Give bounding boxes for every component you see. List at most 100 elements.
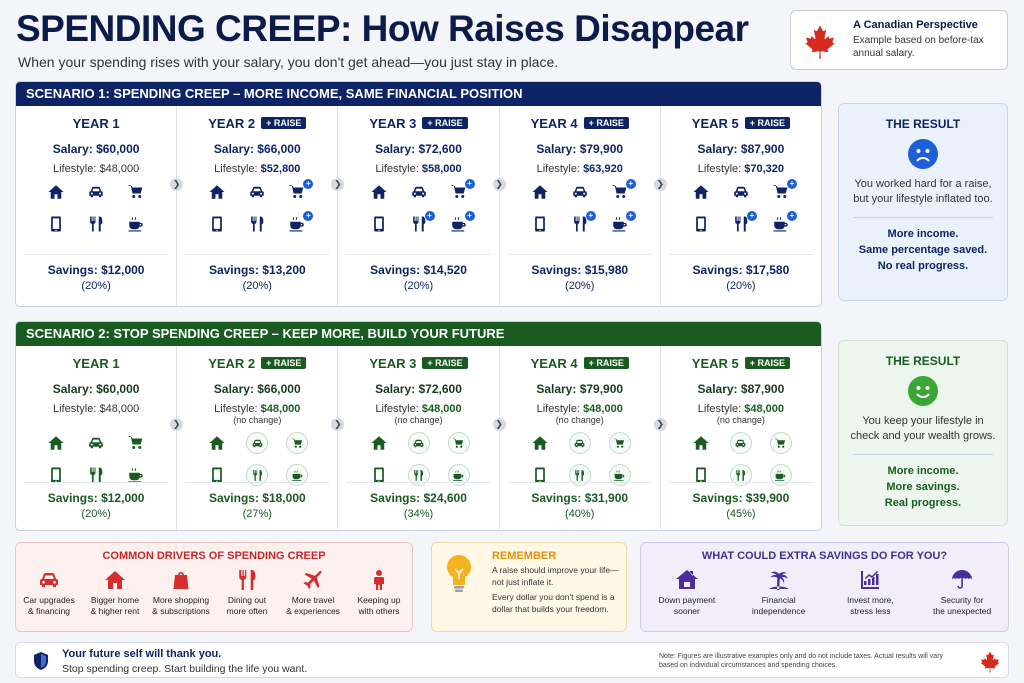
dining-icon <box>407 464 430 486</box>
raise-badge: + RAISE <box>261 117 307 129</box>
coffee-icon <box>286 464 309 486</box>
canadian-perspective-box: A Canadian Perspective Example based on … <box>790 10 1008 70</box>
coffee-icon: + <box>600 211 640 235</box>
extra-down-payment: Down payment sooner <box>647 568 727 617</box>
year-label: YEAR 3 + RAISE <box>338 356 498 372</box>
cart-icon <box>116 432 156 454</box>
year-title: YEAR 2 <box>208 116 256 131</box>
no-change-note <box>16 415 176 426</box>
dining-icon <box>568 464 591 486</box>
title-rest: How Raises Disappear <box>361 8 749 49</box>
lifestyle: Lifestyle: $48,000 <box>500 403 660 415</box>
raise-badge: + RAISE <box>261 357 307 369</box>
year-title: YEAR 4 <box>530 356 578 371</box>
year-title: YEAR 1 <box>72 116 120 131</box>
car-icon <box>76 432 116 454</box>
year-column: YEAR 1 Salary: $60,000 Lifestyle: $48,000 S… <box>16 346 178 530</box>
phone-icon <box>197 213 237 235</box>
house-icon <box>520 432 560 454</box>
no-change-note: (no change) <box>555 415 604 425</box>
extra-security: Security for the unexpected <box>922 568 1002 617</box>
house-icon <box>520 181 560 203</box>
extra-label: independence <box>751 606 806 616</box>
cart-icon: + <box>761 179 801 203</box>
year-label: YEAR 4 + RAISE <box>500 116 660 132</box>
title-main: SPENDING CREEP: <box>16 8 352 49</box>
savings-percent: (20%) <box>242 280 272 292</box>
lifestyle-icons: + + + <box>681 179 801 235</box>
savings: Savings: $14,520 <box>370 263 467 277</box>
chevron-right-icon: ❯ <box>170 178 184 191</box>
driver-label: & experiences <box>286 606 340 616</box>
extra-label: sooner <box>673 606 700 616</box>
raise-badge: + RAISE <box>422 117 468 129</box>
lifestyle-icons: + + + <box>359 179 479 235</box>
driver-label: & financing <box>27 606 71 616</box>
dining-icon: + <box>399 211 439 235</box>
extra-label: Invest more, <box>846 595 894 605</box>
person-icon <box>367 568 391 592</box>
driver-home: Bigger home & higher rent <box>84 568 146 617</box>
extra-independence: Financial independence <box>739 568 819 617</box>
year-title: YEAR 2 <box>208 356 256 371</box>
year-label: YEAR 2 + RAISE <box>177 116 337 132</box>
result-description: You keep your lifestyle in check and you… <box>850 415 996 442</box>
cart-icon: + <box>277 179 317 203</box>
lifestyle-icons: + + + <box>520 179 640 235</box>
lifestyle-icons: + + <box>197 179 317 235</box>
savings-percent: (27%) <box>242 508 272 520</box>
sad-face-icon <box>908 139 938 169</box>
phone-icon <box>36 213 76 235</box>
lifestyle-value: $48,000 <box>421 403 462 415</box>
coffee-icon: + <box>277 211 317 235</box>
coffee-icon <box>769 464 792 486</box>
year-column: ❯ YEAR 2 + RAISE Salary: $66,000 Lifestyle: … <box>170 106 339 306</box>
chevron-right-icon: ❯ <box>331 178 345 191</box>
divider <box>185 482 330 483</box>
cart-icon <box>608 432 631 454</box>
lifestyle-value: $48,000 <box>583 403 623 415</box>
house-icon <box>197 181 237 203</box>
lifestyle-value: $58,000 <box>421 163 462 175</box>
lifestyle-label: Lifestyle: <box>214 163 258 175</box>
driver-shopping: More shopping & subscriptions <box>150 568 212 617</box>
lifestyle: Lifestyle: $58,000 <box>338 163 498 175</box>
cart-icon: + <box>439 179 479 203</box>
result-line-2: Same percentage saved. <box>858 244 988 256</box>
year-column: ❯ YEAR 4 + RAISE Salary: $79,900 Lifestyle: … <box>492 106 661 306</box>
savings-percent: (45%) <box>726 508 756 520</box>
divider <box>346 254 491 255</box>
lifestyle-label: Lifestyle: <box>214 403 258 415</box>
extra-savings-box: WHAT COULD EXTRA SAVINGS DO FOR YOU? Dow… <box>640 542 1009 632</box>
year-title: YEAR 3 <box>369 116 417 131</box>
lifestyle-label: Lifestyle: <box>697 403 742 415</box>
savings: Savings: $24,600 <box>370 491 467 505</box>
canada-heading: A Canadian Perspective <box>853 19 978 31</box>
year-title: YEAR 1 <box>72 356 120 371</box>
plus-icon: + <box>786 211 797 221</box>
lifestyle-label: Lifestyle: <box>52 403 97 415</box>
divider <box>668 254 814 255</box>
savings-percent: (20%) <box>565 280 595 292</box>
salary: Salary: $87,900 <box>697 382 785 396</box>
divider <box>507 482 652 483</box>
result-title: THE RESULT <box>885 354 961 368</box>
driver-label: Bigger home <box>90 595 140 605</box>
extra-label: Down payment <box>658 595 716 605</box>
result-line-2: More savings. <box>886 481 960 493</box>
page-title: SPENDING CREEP: How Raises Disappear <box>16 8 749 50</box>
driver-label: more often <box>226 606 268 616</box>
airplane-icon <box>301 568 325 592</box>
lifestyle-label: Lifestyle: <box>536 403 580 415</box>
canada-text: Example based on before-tax annual salar… <box>853 35 984 59</box>
maple-leaf-icon <box>978 650 1002 674</box>
plus-icon: + <box>746 211 757 221</box>
scenario-2-result: THE RESULT You keep your lifestyle in ch… <box>838 340 1008 526</box>
year-column: ❯ YEAR 5 + RAISE Salary: $87,900 Lifestyle: … <box>653 106 821 306</box>
lifestyle-value: $48,000 <box>99 163 140 175</box>
dining-icon <box>237 213 277 235</box>
lifestyle: Lifestyle: $48,000 <box>338 403 498 415</box>
phone-icon <box>520 213 560 235</box>
house-icon <box>681 181 721 203</box>
cart-icon <box>116 181 156 203</box>
